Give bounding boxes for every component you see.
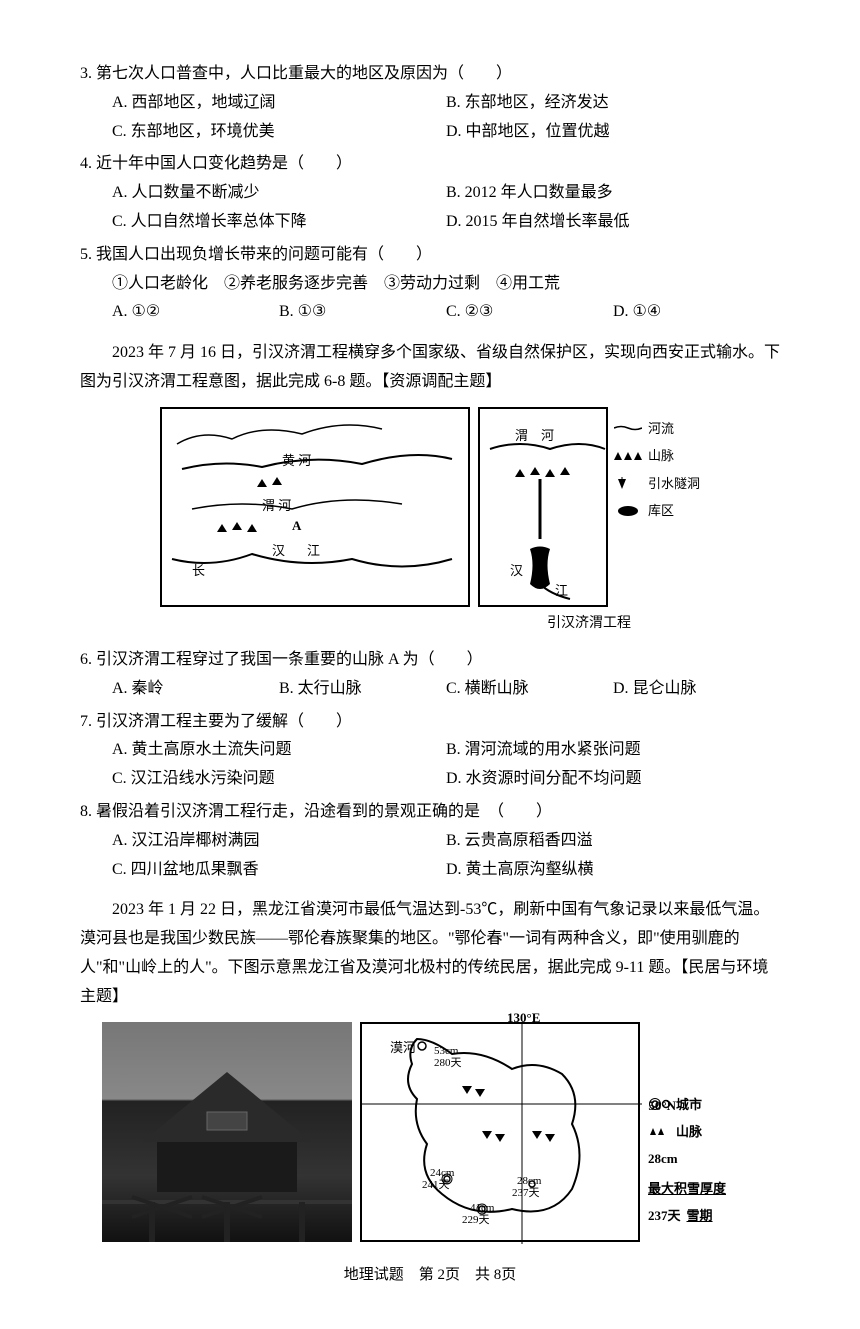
fig1-chang-label: 长	[192, 559, 205, 582]
fig1-caption: 引汉济渭工程	[478, 611, 700, 636]
fig1-han-label: 汉	[272, 539, 285, 562]
fig1-jiang-label: 江	[307, 539, 320, 562]
q3-option-d: D. 中部地区，位置优越	[446, 118, 780, 147]
question-8: 8. 暑假沿着引汉济渭工程行走，沿途看到的景观正确的是 （ ） A. 汉江沿岸椰…	[80, 798, 780, 884]
legend-mountain: 山脉	[614, 444, 700, 467]
q8-stem: 8. 暑假沿着引汉济渭工程行走，沿途看到的景观正确的是 （ ）	[80, 798, 780, 827]
q7-options: A. 黄土高原水土流失问题 B. 渭河流域的用水紧张问题 C. 汉江沿线水污染问…	[80, 736, 780, 794]
legend-river-label: 河流	[648, 417, 674, 440]
q5-stem: 5. 我国人口出现负增长带来的问题可能有（ ）	[80, 241, 780, 270]
q5-option-b: B. ①③	[279, 298, 446, 327]
q4-options: A. 人口数量不断减少 B. 2012 年人口数量最多 C. 人口自然增长率总体…	[80, 179, 780, 237]
fig2-legend-snow-val: 28cm	[648, 1147, 678, 1170]
legend-tunnel: 引水隧洞	[614, 472, 700, 495]
fig2-legend-city-label: 城市	[676, 1093, 702, 1116]
fig2-legend-period-val: 237天	[648, 1204, 681, 1227]
q6-option-b: B. 太行山脉	[279, 675, 446, 704]
passage-1: 2023 年 7 月 16 日，引汉济渭工程横穿多个国家级、省级自然保护区，实现…	[80, 339, 780, 397]
fig1-left-svg	[162, 409, 472, 609]
fig2-lat-label: 50°N	[648, 1094, 676, 1117]
fig2-lon-label: 130°E	[507, 1006, 540, 1029]
fig2-house-svg	[102, 1022, 352, 1242]
legend-reservoir: 库区	[614, 499, 700, 522]
q5-option-c: C. ②③	[446, 298, 613, 327]
fig2-map: 130°E 50°N 漠河 53cm 280天 24cm 241天 28cm 2…	[360, 1022, 640, 1242]
q3-option-a: A. 西部地区，地域辽阔	[112, 89, 446, 118]
q3-option-c: C. 东部地区，环境优美	[112, 118, 446, 147]
fig2-c4-days: 229天	[462, 1211, 490, 1231]
fig2-legend-period: 237天 雪期	[648, 1204, 758, 1227]
q6-option-a: A. 秦岭	[112, 675, 279, 704]
q7-option-b: B. 渭河流域的用水紧张问题	[446, 736, 780, 765]
fig1r-weihe-label: 渭 河	[515, 424, 554, 447]
fig2-mohe-days: 280天	[434, 1054, 462, 1074]
figure-1: 黄 河 渭 河 A 汉 长 江 渭 河 汉 江	[80, 407, 780, 636]
fig1-a-label: A	[292, 514, 301, 537]
question-4: 4. 近十年中国人口变化趋势是（ ） A. 人口数量不断减少 B. 2012 年…	[80, 150, 780, 236]
fig2-c3-days: 237天	[512, 1184, 540, 1204]
q8-option-b: B. 云贵高原稻香四溢	[446, 827, 780, 856]
question-5: 5. 我国人口出现负增长带来的问题可能有（ ） ①人口老龄化 ②养老服务逐步完善…	[80, 241, 780, 327]
q6-options: A. 秦岭 B. 太行山脉 C. 横断山脉 D. 昆仑山脉	[80, 675, 780, 704]
fig1-weihe-label: 渭 河	[262, 494, 291, 517]
q8-options: A. 汉江沿岸椰树满园 B. 云贵高原稻香四溢 C. 四川盆地瓜果飘香 D. 黄…	[80, 827, 780, 885]
question-6: 6. 引汉济渭工程穿过了我国一条重要的山脉 A 为（ ） A. 秦岭 B. 太行…	[80, 646, 780, 704]
q7-option-c: C. 汉江沿线水污染问题	[112, 765, 446, 794]
legend-reservoir-label: 库区	[648, 499, 674, 522]
fig2-legend-snow: 28cm 最大积雪厚度	[648, 1147, 758, 1200]
q8-option-d: D. 黄土高原沟壑纵横	[446, 856, 780, 885]
fig1-left-map: 黄 河 渭 河 A 汉 长 江	[160, 407, 470, 607]
fig1-huanghe-label: 黄 河	[282, 449, 311, 472]
q5-sub-choices: ①人口老龄化 ②养老服务逐步完善 ③劳动力过剩 ④用工荒	[80, 270, 780, 299]
q4-option-d: D. 2015 年自然增长率最低	[446, 208, 780, 237]
figure-2: 130°E 50°N 漠河 53cm 280天 24cm 241天 28cm 2…	[80, 1022, 780, 1242]
fig2-mohe-name: 漠河	[390, 1036, 416, 1059]
fig2-legend-period-label: 雪期	[687, 1204, 713, 1227]
q3-options: A. 西部地区，地域辽阔 B. 东部地区，经济发达 C. 东部地区，环境优美 D…	[80, 89, 780, 147]
legend-mountain-label: 山脉	[648, 444, 674, 467]
q4-option-b: B. 2012 年人口数量最多	[446, 179, 780, 208]
fig1r-jiang-label: 江	[555, 579, 568, 602]
q8-option-c: C. 四川盆地瓜果飘香	[112, 856, 446, 885]
question-7: 7. 引汉济渭工程主要为了缓解（ ） A. 黄土高原水土流失问题 B. 渭河流域…	[80, 708, 780, 794]
q4-stem: 4. 近十年中国人口变化趋势是（ ）	[80, 150, 780, 179]
page-footer: 地理试题 第 2页 共 8页	[80, 1262, 780, 1289]
passage-2: 2023 年 1 月 22 日，黑龙江省漠河市最低气温达到-53℃，刷新中国有气…	[80, 896, 780, 1011]
q8-option-a: A. 汉江沿岸椰树满园	[112, 827, 446, 856]
q5-options: A. ①② B. ①③ C. ②③ D. ①④	[80, 298, 780, 327]
q3-stem: 3. 第七次人口普查中，人口比重最大的地区及原因为（ ）	[80, 60, 780, 89]
q6-stem: 6. 引汉济渭工程穿过了我国一条重要的山脉 A 为（ ）	[80, 646, 780, 675]
fig2-legend-mountain: 山脉	[648, 1120, 758, 1143]
q4-option-c: C. 人口自然增长率总体下降	[112, 208, 446, 237]
fig1-right-group: 渭 河 汉 江 河流 山脉 引水隧洞 库区	[478, 407, 700, 636]
q4-option-a: A. 人口数量不断减少	[112, 179, 446, 208]
q5-option-a: A. ①②	[112, 298, 279, 327]
legend-tunnel-label: 引水隧洞	[648, 472, 700, 495]
q6-option-d: D. 昆仑山脉	[613, 675, 780, 704]
q6-option-c: C. 横断山脉	[446, 675, 613, 704]
q7-option-a: A. 黄土高原水土流失问题	[112, 736, 446, 765]
q7-option-d: D. 水资源时间分配不均问题	[446, 765, 780, 794]
fig2-photo	[102, 1022, 352, 1242]
question-3: 3. 第七次人口普查中，人口比重最大的地区及原因为（ ） A. 西部地区，地域辽…	[80, 60, 780, 146]
legend-river: 河流	[614, 417, 700, 440]
q7-stem: 7. 引汉济渭工程主要为了缓解（ ）	[80, 708, 780, 737]
fig2-c2-days: 241天	[422, 1176, 450, 1196]
q3-option-b: B. 东部地区，经济发达	[446, 89, 780, 118]
fig1-legend: 河流 山脉 引水隧洞 库区	[614, 407, 700, 607]
fig2-legend-mountain-label: 山脉	[676, 1120, 702, 1143]
fig1-right-map: 渭 河 汉 江	[478, 407, 608, 607]
fig1r-han-label: 汉	[510, 559, 523, 582]
fig2-legend-snow-label: 最大积雪厚度	[648, 1177, 726, 1200]
q5-option-d: D. ①④	[613, 298, 780, 327]
